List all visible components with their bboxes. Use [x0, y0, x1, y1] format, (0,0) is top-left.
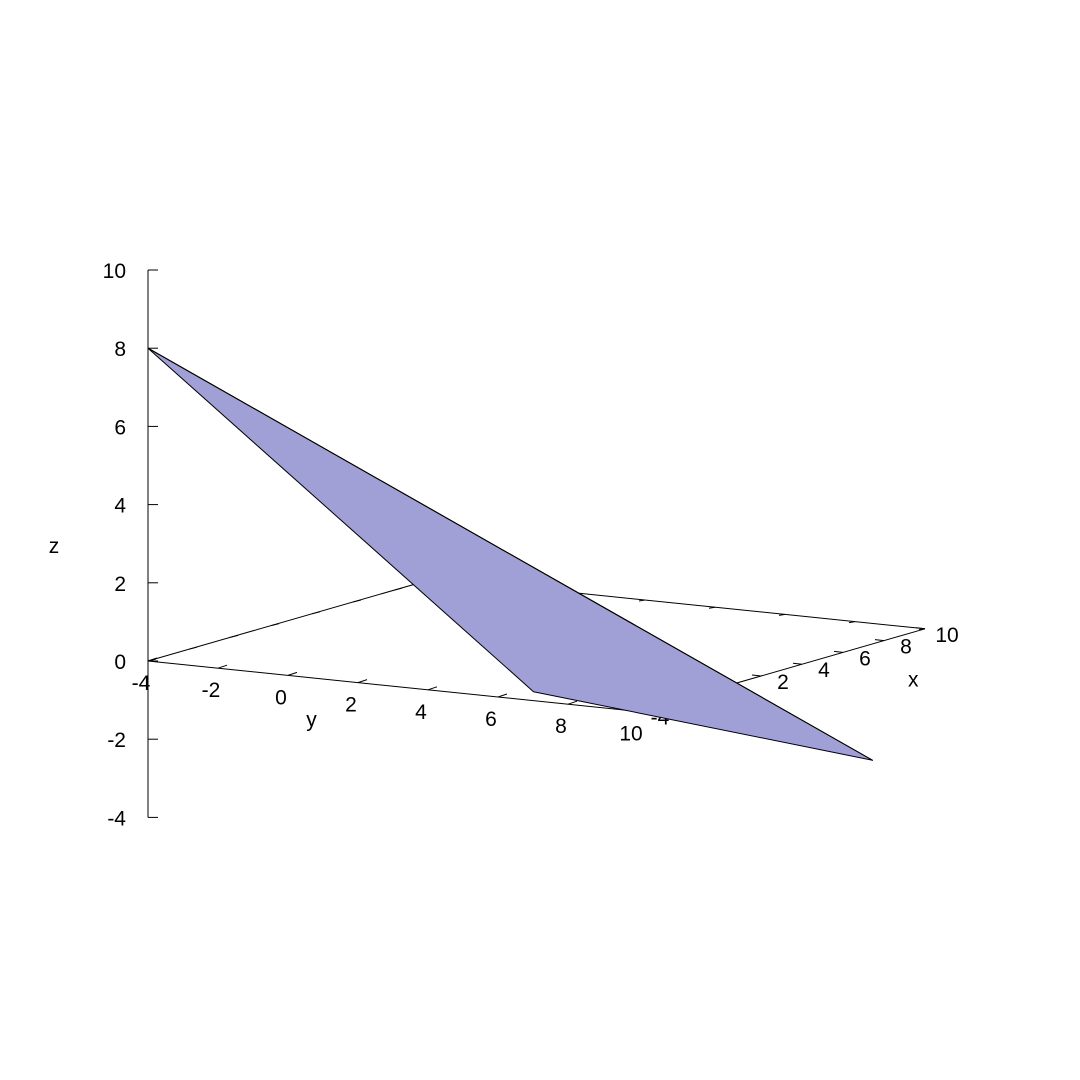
x-tick-label: 6 [859, 647, 871, 670]
y-tick-label: 10 [619, 722, 642, 745]
y-tick-label: 2 [345, 694, 357, 717]
y-tick-mark [567, 700, 578, 705]
x-tick-mark [833, 650, 844, 653]
z-tick-label: 10 [103, 260, 126, 283]
z-tick-label: -4 [107, 807, 126, 830]
back-x-tick-mark [147, 658, 157, 662]
x-tick-mark [792, 662, 803, 665]
z-axis-group: 10 8 6 4 2 0 -2 -4 z [49, 260, 158, 830]
y-tick-mark [217, 664, 228, 669]
x-tick-label: 8 [900, 636, 912, 659]
back-y-tick-mark [778, 613, 786, 616]
y-tick-label: -2 [202, 679, 221, 702]
surface-edge [147, 347, 873, 761]
y-axis-line [147, 660, 639, 712]
z-tick-label: -2 [107, 729, 126, 752]
back-x-tick-mark [311, 611, 321, 615]
x-tick-label: 2 [777, 671, 789, 694]
y-tick-label: 8 [555, 715, 567, 738]
y-tick-mark [357, 679, 368, 684]
z-tick-label: 4 [114, 495, 126, 518]
back-x-tick-mark [188, 646, 198, 650]
z-tick-label: 2 [114, 573, 126, 596]
z-tick-label: 8 [114, 338, 126, 361]
z-axis-label: z [49, 535, 60, 558]
y-tick-label: 6 [485, 708, 497, 731]
back-x-tick-mark [229, 634, 239, 638]
y-ticks: -4 -2 0 2 4 6 8 10 [132, 657, 648, 745]
y-tick-mark [287, 671, 298, 676]
back-y-tick-mark [918, 628, 926, 631]
y-tick-mark [427, 686, 438, 691]
back-y-tick-mark [848, 621, 856, 624]
z-tick-label: 6 [114, 416, 126, 439]
z-ticks: 10 8 6 4 2 0 -2 -4 [103, 260, 158, 830]
back-x-tick-mark [270, 623, 280, 627]
x-tick-label: 4 [818, 659, 830, 682]
y-tick-label: 0 [275, 686, 287, 709]
back-y-tick-mark [708, 606, 716, 609]
surface-mesh [147, 347, 873, 761]
back-x-tick-mark [393, 587, 403, 591]
y-axis-label: y [306, 708, 317, 731]
x-tick-mark [874, 639, 885, 642]
back-y-tick-mark [638, 599, 646, 602]
back-x-tick-mark [352, 599, 362, 603]
z-tick-label: 0 [114, 651, 126, 674]
y-tick-mark [497, 693, 508, 698]
y-tick-label: -4 [132, 672, 151, 695]
x-tick-mark [751, 674, 762, 677]
x-axis-label: x [908, 668, 919, 691]
y-tick-label: 4 [415, 701, 427, 724]
x-tick-label: 10 [935, 624, 958, 647]
